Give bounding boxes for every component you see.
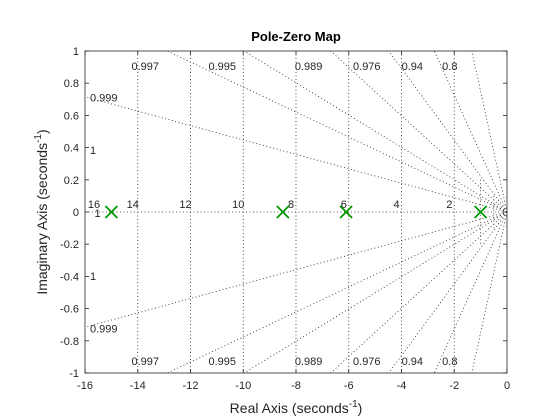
frequency-label: 6: [341, 199, 347, 211]
pole-marker: [276, 205, 290, 219]
frequency-label: 10: [232, 199, 244, 211]
y-tick-label: -0.4: [60, 271, 79, 283]
pole-stroke: [473, 205, 488, 219]
y-tick-label: 0.4: [64, 143, 79, 155]
x-tick-label: -10: [235, 380, 251, 392]
x-tick-label: -2: [449, 380, 459, 392]
pole-marker: [473, 205, 488, 219]
damping-label: 0.997: [132, 356, 160, 368]
damping-line: [471, 50, 508, 213]
y-tick-label: -0.6: [60, 304, 79, 316]
x-tick-label: -14: [130, 380, 146, 392]
pole-stroke: [104, 205, 119, 219]
damping-label: 0.94: [402, 61, 423, 73]
damping-line: [330, 50, 508, 213]
damping-label: 0.989: [295, 61, 323, 73]
damping-label: 0.976: [353, 61, 381, 73]
y-axis-label-close: ): [34, 129, 50, 134]
x-tick-label: -12: [183, 380, 199, 392]
damping-label: 0.999: [90, 93, 118, 105]
y-tick-label: 0: [73, 207, 79, 219]
damping-line: [471, 211, 508, 374]
y-axis-label-sup: -1: [33, 134, 44, 143]
x-axis-label-main: Real Axis (seconds: [230, 400, 349, 416]
damping-label: 0.995: [208, 61, 236, 73]
damping-label: 0.8: [442, 356, 457, 368]
damping-label: 0.8: [442, 61, 457, 73]
damping-line: [84, 211, 508, 328]
pole-stroke: [339, 205, 353, 219]
damping-label: 0.999: [90, 323, 118, 335]
x-axis-label-sup: -1: [349, 399, 358, 410]
pole-stroke: [276, 205, 290, 219]
damping-label: 1: [90, 145, 96, 157]
y-tick-label: 0.6: [64, 110, 79, 122]
frequency-label: 12: [179, 199, 191, 211]
tick-labels: -16 -14 -12 -10 -8 -6 -4 -2 0 -1 -0.8 -0.6 -0.4 -0.2 0…: [60, 46, 510, 392]
y-tick-label: -0.2: [60, 239, 79, 251]
y-tick-label: 0.2: [64, 175, 79, 187]
x-axis-label-close: ): [358, 400, 363, 416]
damping-line: [244, 211, 508, 374]
y-axis-label-main: Imaginary Axis (seconds: [34, 143, 50, 295]
y-axis-label: Imaginary Axis (seconds-1): [33, 129, 50, 294]
pole-marker: [104, 205, 119, 219]
x-tick-label: -16: [77, 380, 93, 392]
damping-line: [433, 50, 508, 213]
axes-box: [84, 50, 508, 374]
x-tick-label: -4: [397, 380, 407, 392]
frequency-label: 4: [393, 199, 399, 211]
y-tick-label: -1: [69, 368, 79, 380]
damping-line: [84, 96, 508, 213]
y-tick-label: 1: [73, 46, 79, 58]
y-tick-label: -0.8: [60, 336, 79, 348]
frequency-label: 16: [88, 199, 100, 211]
frequency-label: 2: [446, 199, 452, 211]
damping-label: 0.997: [132, 61, 160, 73]
chart-title: Pole-Zero Map: [251, 29, 341, 44]
frequency-label: 14: [127, 199, 139, 211]
damping-label: 0.94: [402, 356, 423, 368]
damping-line: [433, 211, 508, 374]
sgrid-labels: 0.997 0.995 0.989 0.976 0.94 0.8 0.999 1 1 0.999 0…: [88, 61, 458, 368]
damping-label: 0.989: [295, 356, 323, 368]
x-tick-label: 0: [504, 380, 510, 392]
x-tick-label: -6: [344, 380, 354, 392]
pole-markers: [104, 205, 488, 219]
frequency-label: 8: [288, 199, 294, 211]
damping-line: [330, 211, 508, 374]
frequency-label: 1: [94, 208, 100, 220]
sgrid-layer: [84, 50, 508, 374]
pole-marker: [339, 205, 353, 219]
damping-label: 0.995: [208, 356, 236, 368]
damping-line: [244, 50, 508, 213]
damping-label: 1: [90, 271, 96, 283]
damping-label: 0.976: [353, 356, 381, 368]
x-axis-label: Real Axis (seconds-1): [230, 399, 363, 416]
x-tick-label: -8: [291, 380, 301, 392]
y-tick-label: 0.8: [64, 78, 79, 90]
